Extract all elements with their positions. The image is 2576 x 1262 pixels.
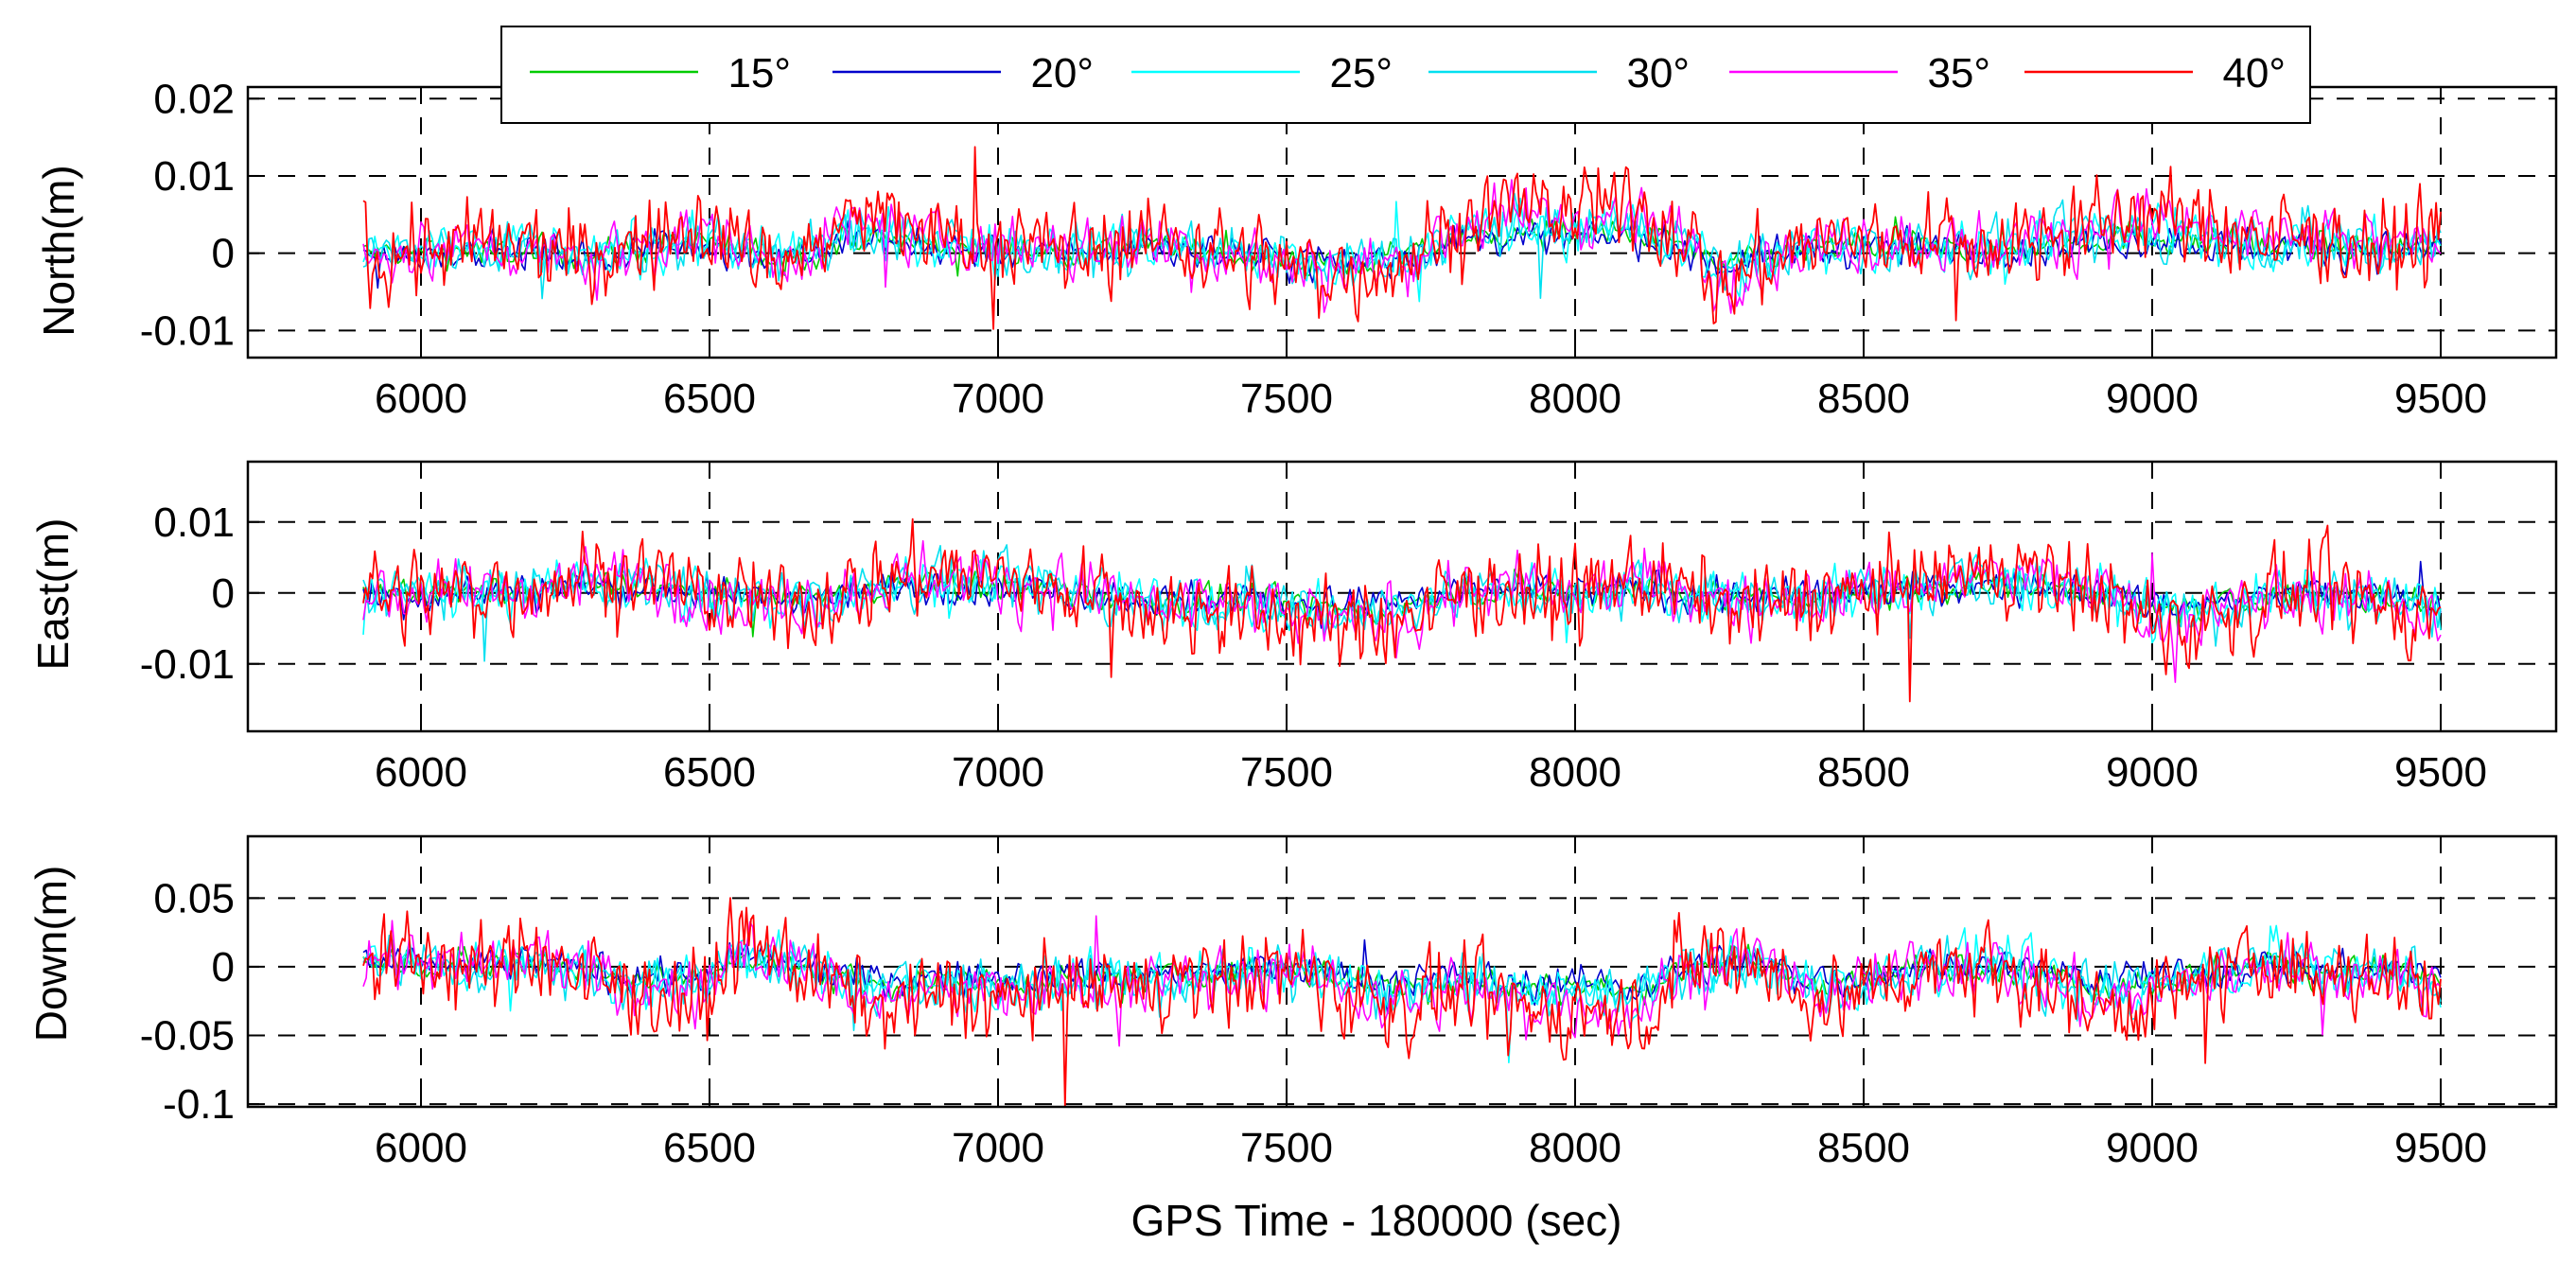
east-plot-area: 6000 6500 7000 7500 8000 8500 9000 9500 0.01 0 -0.…: [140, 460, 2558, 796]
north-xtick-label-8500: 8500: [1817, 376, 1910, 422]
legend-label-25deg: 25°: [1329, 50, 1393, 96]
east-xtick-label-7500: 7500: [1240, 749, 1333, 796]
down-ytick-label-0: 0.05: [153, 875, 235, 921]
north-xtick-label-6000: 6000: [375, 376, 467, 422]
down-xtick-label-6000: 6000: [375, 1125, 467, 1171]
down-xtick-label-9000: 9000: [2106, 1125, 2199, 1171]
north-plot-area: 6000 6500 7000 7500 8000 8500 9000 9500 0.02 0.01…: [140, 76, 2558, 422]
north-panel: 6000 6500 7000 7500 8000 8500 9000 9500 0.02 0.01…: [34, 76, 2558, 422]
east-xtick-label-8000: 8000: [1529, 749, 1621, 796]
down-axes-frame: [246, 834, 2558, 1109]
down-xtick-label-7500: 7500: [1240, 1125, 1333, 1171]
east-xtick-label-8500: 8500: [1817, 749, 1910, 796]
east-xtick-label-6000: 6000: [375, 749, 467, 796]
north-ytick-label-1: 0.01: [153, 153, 235, 200]
x-axis-title: GPS Time - 180000 (sec): [1131, 1196, 1622, 1245]
north-xtick-label-6500: 6500: [663, 376, 756, 422]
down-xtick-label-6500: 6500: [663, 1125, 756, 1171]
down-ytick-label-2: -0.05: [140, 1013, 235, 1060]
east-xtick-label-6500: 6500: [663, 749, 756, 796]
north-series-35deg: [362, 179, 2442, 314]
down-series-30deg: [362, 934, 2442, 1031]
down-ytick-label-1: 0: [212, 944, 235, 990]
legend-label-35deg: 35°: [1927, 50, 1990, 96]
east-xtick-label-7000: 7000: [952, 749, 1044, 796]
east-xtick-label-9500: 9500: [2394, 749, 2487, 796]
legend-label-40deg: 40°: [2222, 50, 2286, 96]
north-plot-background: [248, 87, 2556, 358]
down-series-35deg: [362, 915, 2442, 1047]
east-xtick-label-9000: 9000: [2106, 749, 2199, 796]
down-ylabel: Down(m): [26, 866, 76, 1043]
north-xtick-label-8000: 8000: [1529, 376, 1621, 422]
down-ytick-label-3: -0.1: [163, 1081, 235, 1128]
north-xtick-label-7500: 7500: [1240, 376, 1333, 422]
north-ytick-label-2: 0: [212, 231, 235, 277]
east-ytick-label-1: 0: [212, 570, 235, 617]
north-ylabel: North(m): [34, 165, 83, 336]
legend-label-20deg: 20°: [1030, 50, 1094, 96]
legend-box: [500, 26, 2311, 124]
east-panel: 6000 6500 7000 7500 8000 8500 9000 9500 0.01 0 -0.…: [28, 460, 2558, 796]
down-series-40deg: [362, 897, 2442, 1108]
down-xtick-label-8500: 8500: [1817, 1125, 1910, 1171]
down-panel: 6000 6500 7000 7500 8000 8500 9000 9500 0.05 0 -0.…: [26, 834, 2558, 1171]
down-xtick-label-7000: 7000: [952, 1125, 1044, 1171]
north-xtick-label-9000: 9000: [2106, 376, 2199, 422]
north-xtick-label-7000: 7000: [952, 376, 1044, 422]
down-xtick-label-8000: 8000: [1529, 1125, 1621, 1171]
east-series-35deg: [362, 540, 2442, 683]
legend-label-15deg: 15°: [727, 50, 791, 96]
down-plot-area: 6000 6500 7000 7500 8000 8500 9000 9500 0.05 0 -0.…: [140, 834, 2558, 1171]
north-ytick-label-3: -0.01: [140, 307, 235, 354]
legend-entries: 15° 20° 25° 30° 35° 40°: [530, 50, 2286, 96]
east-ytick-label-0: 0.01: [153, 500, 235, 546]
legend-label-30deg: 30°: [1626, 50, 1690, 96]
down-xtick-label-9500: 9500: [2394, 1125, 2487, 1171]
north-series-30deg: [362, 192, 2442, 300]
north-xtick-label-9500: 9500: [2394, 376, 2487, 422]
east-ylabel: East(m): [28, 518, 78, 671]
north-series-40deg: [362, 146, 2442, 330]
east-ytick-label-2: -0.01: [140, 641, 235, 688]
east-plot-background: [248, 462, 2556, 731]
north-ytick-label-0: 0.02: [153, 76, 235, 122]
east-series-40deg: [362, 517, 2442, 703]
east-axes-frame: [246, 460, 2558, 733]
north-series-15deg: [362, 216, 2442, 277]
legend: 15° 20° 25° 30° 35° 40°: [500, 26, 2311, 124]
